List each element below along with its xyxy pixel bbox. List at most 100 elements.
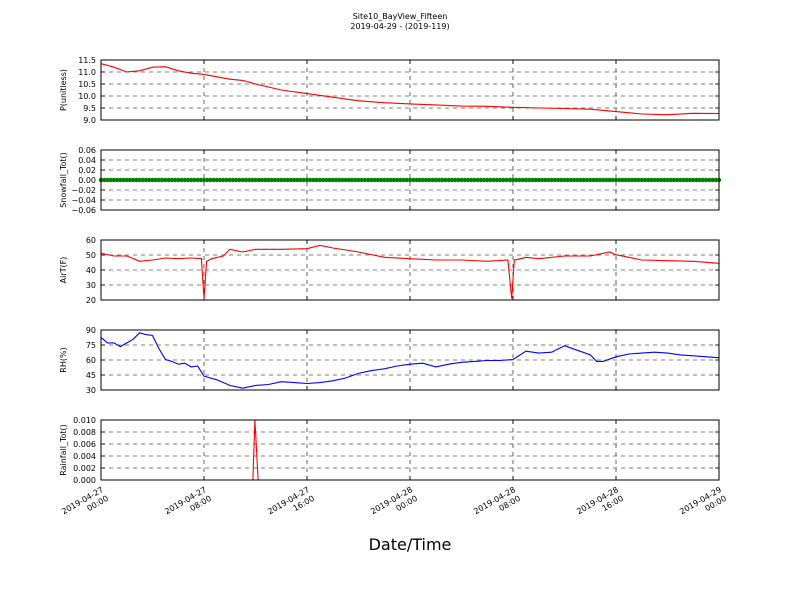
data-point [433,177,438,183]
data-point [108,177,113,183]
data-point [578,177,583,183]
data-point [394,177,400,183]
data-point [243,177,249,183]
y-tick-label: 60 [86,236,96,245]
y-axis-label: P(unitless) [59,69,68,111]
data-point [633,177,638,183]
data-point [353,177,358,183]
data-point [327,177,332,183]
chart-subtitle: 2019-04-29 - (2019-119) [350,22,449,31]
data-point [642,177,648,183]
data-point [501,177,506,183]
data-point [279,177,284,183]
data-point [478,177,484,183]
data-point [591,177,596,183]
data-point [346,177,352,183]
data-point [375,177,381,183]
y-tick-label: 60 [86,356,96,365]
axes-frame [100,59,720,121]
data-point [662,177,667,183]
axes-frame [100,149,720,211]
data-point [481,177,487,183]
data-point [359,177,364,183]
data-point [546,177,551,183]
data-point [427,177,432,183]
data-point [121,177,126,183]
data-point [523,177,529,183]
data-point [111,177,117,183]
data-point [237,177,242,183]
data-point [176,177,181,183]
data-point [291,177,297,183]
data-point [269,177,274,183]
subplot-3: 60 50 40 30 20 AirT(F) [59,236,720,305]
data-point [172,177,178,183]
data-point [401,177,406,183]
axes-frame [100,239,720,301]
data-point [137,177,142,183]
data-point [636,177,641,183]
data-point [198,177,203,183]
y-tick-label: 0.002 [73,464,96,473]
data-point [272,177,278,183]
data-point [143,177,149,183]
data-point [285,177,290,183]
data-point [671,177,677,183]
axes-frame [100,419,720,481]
y-tick-label: 0.008 [73,428,96,437]
series-line [100,244,720,299]
data-point [549,177,554,183]
data-point [452,177,458,183]
data-point [645,177,651,183]
data-point [240,177,245,183]
data-point [539,177,545,183]
data-point [707,177,712,183]
data-point [575,177,580,183]
data-point [594,177,599,183]
axes-frame [100,329,720,391]
data-point [182,177,187,183]
data-point [266,177,271,183]
data-point [105,177,110,183]
y-tick-label: 10.5 [78,80,96,89]
data-point [668,177,673,183]
y-tick-label: −0.04 [71,196,96,205]
data-point [417,177,422,183]
data-point [485,177,490,183]
data-point [703,177,709,183]
data-point [604,177,609,183]
data-point [201,177,207,183]
data-point [411,177,416,183]
data-point [494,177,500,183]
subplot-1: 11.5 11.0 10.5 10.0 9.5 9.0 P(unitless) [59,56,720,125]
y-tick-label: 0.06 [78,146,96,155]
data-point [504,177,509,183]
data-point [369,177,374,183]
y-axis-label: RH(%) [59,347,68,372]
data-point [414,177,419,183]
subplot-2: 0.060.040.020.00−0.02−0.04−0.06Snowfall_… [59,146,722,215]
data-point [301,177,306,183]
chart-title: Site10_BayView_Fifteen [353,12,448,21]
data-point [124,177,129,183]
data-point [462,177,467,183]
data-point [156,177,162,183]
data-point [147,177,152,183]
data-point [588,177,593,183]
data-point [208,177,213,183]
data-point [259,177,265,183]
data-point [217,177,223,183]
y-tick-label: 0.004 [73,452,96,461]
data-point [340,177,345,183]
y-tick-label: 50 [86,251,96,260]
y-tick-label: 30 [86,386,96,395]
data-point [320,177,326,183]
data-point [559,177,564,183]
subplot-stack: 11.511.010.510.09.59.0P(unitless)0.060.0… [59,56,722,485]
data-point [169,177,175,183]
data-point [308,177,313,183]
data-point [687,177,693,183]
